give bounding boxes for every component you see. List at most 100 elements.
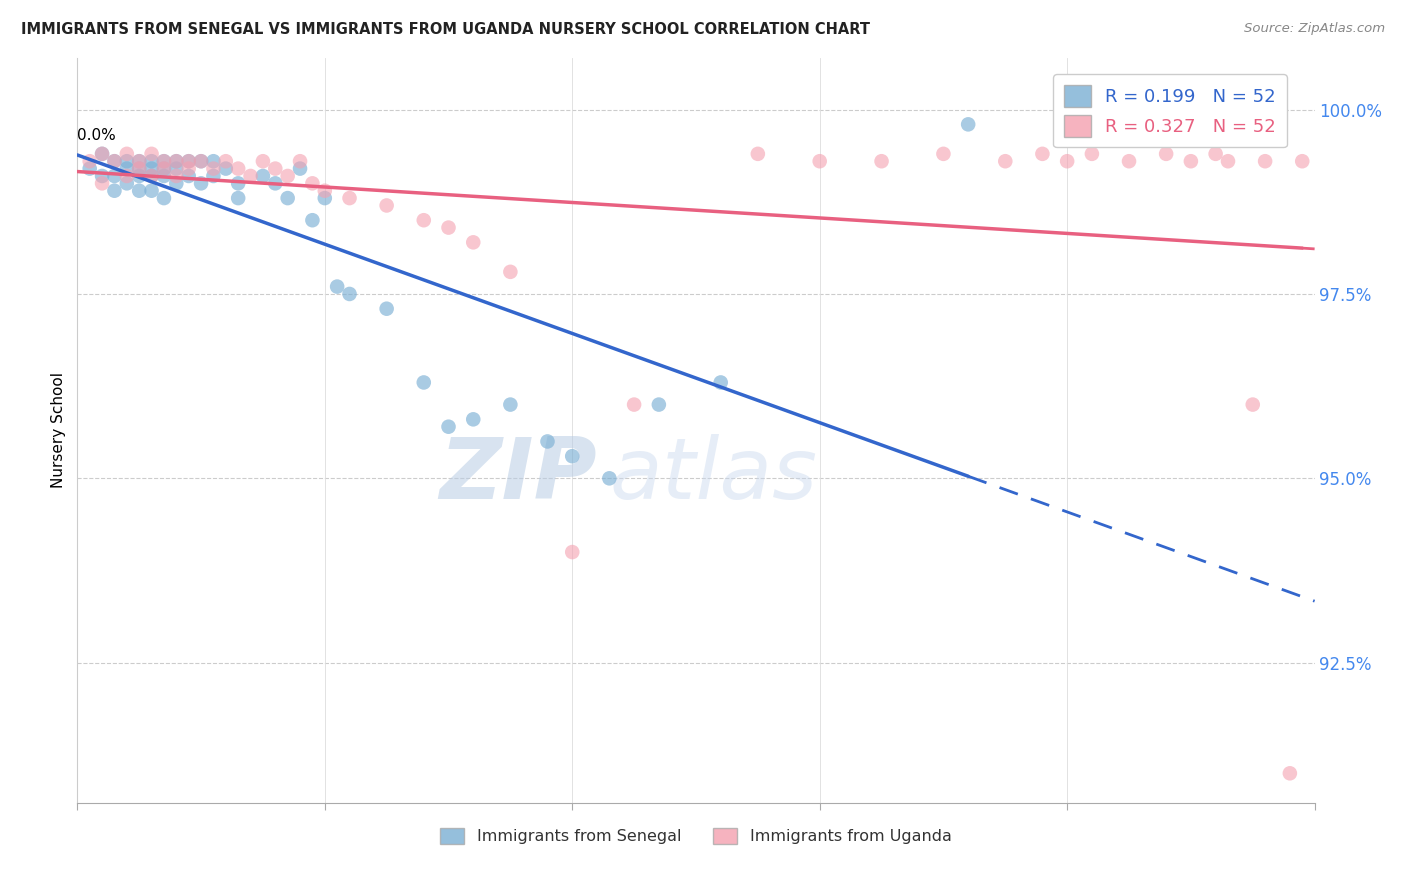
Point	[561, 449, 583, 463]
Point	[177, 169, 200, 183]
Legend: Immigrants from Senegal, Immigrants from Uganda: Immigrants from Senegal, Immigrants from…	[433, 822, 959, 851]
Point	[710, 376, 733, 390]
Point	[141, 146, 163, 161]
Point	[1154, 146, 1177, 161]
Point	[301, 177, 323, 191]
Point	[177, 161, 200, 176]
Point	[153, 161, 176, 176]
Point	[165, 177, 187, 191]
Point	[141, 161, 163, 176]
Point	[375, 198, 398, 212]
Point	[870, 154, 893, 169]
Point	[314, 191, 336, 205]
Point	[103, 184, 125, 198]
Point	[128, 154, 150, 169]
Point	[412, 213, 434, 227]
Point	[128, 161, 150, 176]
Text: IMMIGRANTS FROM SENEGAL VS IMMIGRANTS FROM UGANDA NURSERY SCHOOL CORRELATION CHA: IMMIGRANTS FROM SENEGAL VS IMMIGRANTS FR…	[21, 22, 870, 37]
Point	[314, 184, 336, 198]
Point	[252, 154, 274, 169]
Point	[91, 146, 114, 161]
Point	[165, 154, 187, 169]
Point	[252, 169, 274, 183]
Point	[103, 169, 125, 183]
Point	[226, 161, 249, 176]
Point	[1216, 154, 1239, 169]
Point	[190, 154, 212, 169]
Point	[747, 146, 769, 161]
Point	[141, 169, 163, 183]
Text: ZIP: ZIP	[439, 434, 598, 516]
Point	[437, 220, 460, 235]
Point	[226, 191, 249, 205]
Point	[499, 265, 522, 279]
Point	[141, 184, 163, 198]
Point	[202, 161, 225, 176]
Point	[623, 398, 645, 412]
Point	[957, 117, 980, 131]
Point	[808, 154, 831, 169]
Point	[1180, 154, 1202, 169]
Point	[141, 169, 163, 183]
Point	[1205, 146, 1227, 161]
Point	[499, 398, 522, 412]
Point	[190, 177, 212, 191]
Point	[103, 154, 125, 169]
Point	[536, 434, 558, 449]
Text: atlas: atlas	[609, 434, 817, 516]
Point	[153, 161, 176, 176]
Point	[141, 154, 163, 169]
Point	[648, 398, 671, 412]
Point	[91, 169, 114, 183]
Point	[215, 154, 238, 169]
Point	[375, 301, 398, 316]
Point	[91, 177, 114, 191]
Point	[165, 154, 187, 169]
Point	[128, 154, 150, 169]
Point	[598, 471, 620, 485]
Point	[1291, 154, 1313, 169]
Text: 0.0%: 0.0%	[77, 128, 117, 143]
Point	[115, 177, 138, 191]
Point	[115, 146, 138, 161]
Point	[339, 191, 361, 205]
Point	[1118, 154, 1140, 169]
Point	[165, 169, 187, 183]
Point	[239, 169, 262, 183]
Point	[190, 154, 212, 169]
Point	[932, 146, 955, 161]
Y-axis label: Nursery School: Nursery School	[51, 372, 66, 489]
Point	[128, 161, 150, 176]
Point	[177, 154, 200, 169]
Point	[79, 161, 101, 176]
Point	[437, 419, 460, 434]
Point	[115, 154, 138, 169]
Point	[115, 161, 138, 176]
Point	[412, 376, 434, 390]
Point	[153, 169, 176, 183]
Point	[128, 169, 150, 183]
Point	[226, 177, 249, 191]
Point	[91, 146, 114, 161]
Point	[301, 213, 323, 227]
Point	[79, 154, 101, 169]
Point	[288, 154, 311, 169]
Point	[264, 177, 287, 191]
Point	[463, 412, 485, 426]
Point	[264, 161, 287, 176]
Point	[277, 191, 299, 205]
Point	[128, 184, 150, 198]
Point	[561, 545, 583, 559]
Point	[277, 169, 299, 183]
Text: Source: ZipAtlas.com: Source: ZipAtlas.com	[1244, 22, 1385, 36]
Point	[1241, 398, 1264, 412]
Point	[202, 154, 225, 169]
Point	[463, 235, 485, 250]
Point	[215, 161, 238, 176]
Point	[339, 287, 361, 301]
Point	[1056, 154, 1078, 169]
Point	[153, 191, 176, 205]
Point	[153, 154, 176, 169]
Point	[1031, 146, 1053, 161]
Point	[202, 169, 225, 183]
